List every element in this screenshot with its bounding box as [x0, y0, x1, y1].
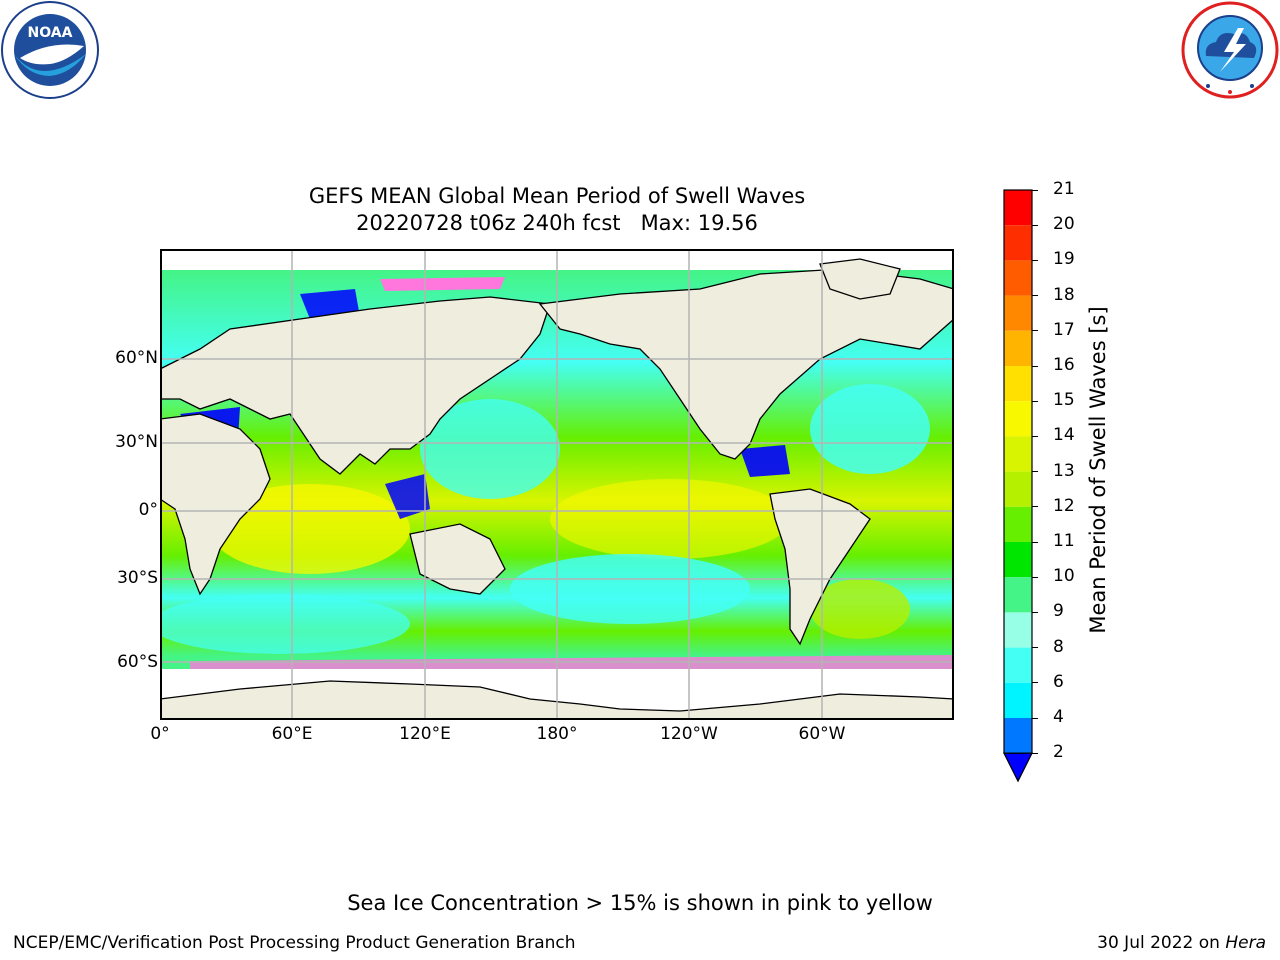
- arctic-sea-ice: [380, 277, 505, 291]
- gridlines: [160, 249, 954, 720]
- colorbar-tick-label: 18: [1053, 284, 1075, 305]
- maritime-continent-seas: [385, 474, 430, 519]
- colorbar-bin-13-14: [1004, 436, 1032, 472]
- colorbar-tick-label: 12: [1053, 495, 1075, 516]
- antarctica: [160, 680, 954, 720]
- siberian-shelf: [300, 289, 360, 319]
- lon-label-60e: 60°E: [271, 724, 313, 744]
- noaa-logo-text: NOAA: [28, 25, 73, 41]
- colorbar-tick-mark: [1032, 471, 1038, 473]
- colorbar-bin-12-13: [1004, 471, 1032, 507]
- land-masses: [160, 258, 954, 720]
- lon-label-120e: 120°E: [399, 724, 451, 744]
- colorbar-tick-mark: [1032, 435, 1038, 437]
- colorbar-tick-label: 13: [1053, 460, 1075, 481]
- colorbar-tick-label: 16: [1053, 355, 1075, 375]
- colorbar-extend-arrow: [1003, 752, 1033, 783]
- colorbar-tick-label: 14: [1053, 425, 1075, 446]
- colorbar-tick-mark: [1032, 224, 1038, 226]
- colorbar-bin-16-17: [1004, 330, 1032, 366]
- colorbar-tick-mark: [1032, 259, 1038, 261]
- lon-label-120w: 120°W: [660, 724, 718, 744]
- colorbar-bin-2-4: [1004, 718, 1032, 754]
- colorbar: [1000, 186, 1040, 786]
- lon-label-180: 180°: [536, 724, 578, 744]
- colorbar-tick-mark: [1032, 752, 1038, 754]
- colorbar-tick-label: 4: [1053, 707, 1064, 727]
- southern-ocean-short-period: [160, 594, 410, 654]
- south-atlantic-mid-period: [810, 579, 910, 639]
- map-panel: [160, 249, 954, 720]
- colorbar-label: Mean Period of Swell Waves [s]: [1086, 306, 1110, 634]
- colorbar-tick-mark: [1032, 295, 1038, 297]
- colorbar-bin-4-6: [1004, 682, 1032, 718]
- colorbar-tick-mark: [1032, 611, 1038, 613]
- map-border: [160, 249, 954, 720]
- footer-machine: Hera: [1225, 933, 1266, 953]
- colorbar-tick-mark: [1032, 682, 1038, 684]
- colorbar-tick-mark: [1032, 717, 1038, 719]
- colorbar-tick-mark: [1032, 365, 1038, 367]
- colorbar-tick-mark: [1032, 541, 1038, 543]
- swell-period-map: [160, 249, 954, 720]
- colorbar-tick-label: 19: [1053, 249, 1075, 270]
- footer-date-text: 30 Jul 2022 on: [1097, 933, 1226, 953]
- colorbar-tick-label: 20: [1053, 214, 1075, 235]
- colorbar-tick-mark: [1032, 576, 1038, 578]
- colorbar-tick-label: 21: [1053, 179, 1075, 199]
- lat-label-30n: 30°N: [115, 432, 158, 452]
- lat-label-equator: 0°: [138, 500, 158, 520]
- colorbar-tick-label: 17: [1053, 319, 1075, 340]
- colorbar-tick-mark: [1032, 506, 1038, 508]
- colorbar-tick-label: 8: [1053, 636, 1064, 657]
- south-america: [769, 488, 871, 646]
- west-pacific-short-period: [420, 399, 560, 499]
- colorbar-bin-14-15: [1004, 401, 1032, 437]
- south-pacific-short-period: [510, 554, 750, 624]
- lon-label-60w: 60°W: [798, 724, 846, 744]
- colorbar-tick-label: 10: [1053, 566, 1075, 587]
- south-pacific-high-period: [550, 479, 790, 559]
- lat-label-60n: 60°N: [115, 348, 158, 368]
- gulf-of-mexico: [740, 445, 790, 477]
- colorbar-tick-label: 9: [1053, 601, 1064, 622]
- colorbar-tick-mark: [1032, 400, 1038, 402]
- colorbar-tick-label: 11: [1053, 531, 1075, 551]
- colorbar-tick-label: 2: [1053, 742, 1064, 763]
- eurasia: [160, 296, 551, 475]
- lon-label-0: 0°: [150, 724, 170, 744]
- colorbar-bin-6-8: [1004, 647, 1032, 683]
- colorbar-tick-mark: [1032, 330, 1038, 332]
- sea-ice-caption: Sea Ice Concentration > 15% is shown in …: [347, 891, 933, 915]
- africa: [160, 413, 271, 596]
- colorbar-tick-label: 15: [1053, 390, 1075, 411]
- nws-logo: [1180, 0, 1280, 100]
- colorbar-tick-mark: [1032, 647, 1038, 649]
- north-atlantic-short-period: [810, 384, 930, 474]
- colorbar-bin-10-11: [1004, 542, 1032, 578]
- colorbar-bin-15-16: [1004, 366, 1032, 402]
- footer-credit: NCEP/EMC/Verification Post Processing Pr…: [13, 933, 576, 953]
- noaa-logo: NOAA: [0, 0, 100, 100]
- colorbar-tick-label: 6: [1053, 671, 1064, 692]
- colorbar-bin-9-10: [1004, 577, 1032, 613]
- lat-label-30s: 30°S: [117, 568, 158, 588]
- chart-title: GEFS MEAN Global Mean Period of Swell Wa…: [308, 184, 806, 208]
- colorbar-bin-18-19: [1004, 260, 1032, 296]
- colorbar-bin-20-21: [1004, 190, 1032, 226]
- colorbar-bin-8-9: [1004, 612, 1032, 648]
- footer-date: 30 Jul 2022 on Hera: [1097, 933, 1266, 953]
- colorbar-tick-mark: [1032, 189, 1038, 191]
- lat-label-60s: 60°S: [117, 652, 158, 672]
- colorbar-bin-17-18: [1004, 295, 1032, 331]
- colorbar-bin-19-20: [1004, 225, 1032, 261]
- colorbar-bin-11-12: [1004, 506, 1032, 542]
- indian-ocean-high-period: [210, 484, 410, 574]
- greenland: [819, 258, 901, 300]
- chart-subtitle: 20220728 t06z 240h fcst Max: 19.56: [356, 211, 758, 235]
